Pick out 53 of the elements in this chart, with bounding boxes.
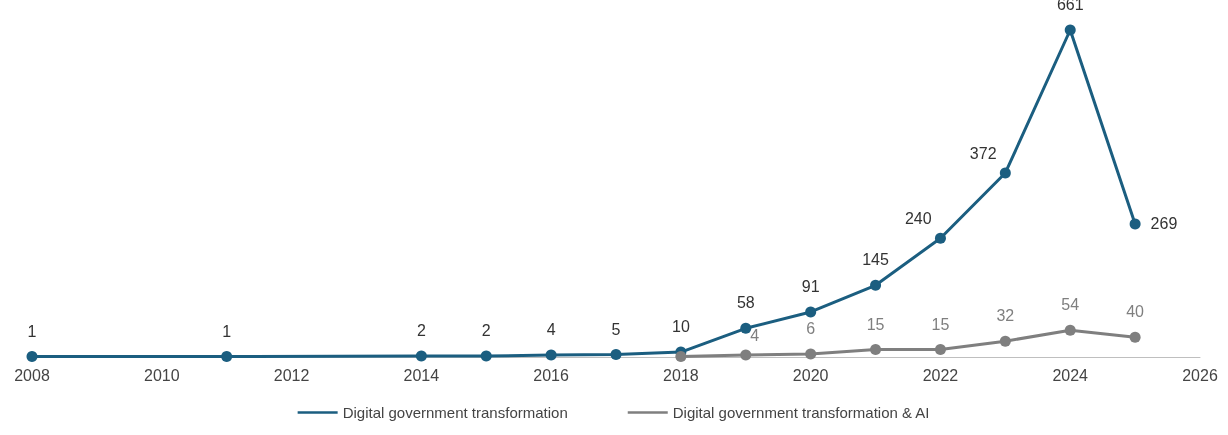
point [26, 351, 38, 362]
data-label: 40 [1126, 303, 1145, 321]
data-label: 1 [222, 322, 232, 340]
x-tick-label: 2018 [663, 366, 699, 384]
point [1129, 331, 1141, 343]
data-label: 58 [736, 294, 755, 312]
point [610, 349, 622, 361]
x-tick-label: 2008 [14, 366, 50, 384]
data-label: 240 [904, 210, 932, 228]
data-label: 15 [866, 315, 885, 333]
point [805, 306, 817, 318]
data-label: 145 [862, 251, 889, 269]
point [221, 351, 233, 362]
point [415, 350, 427, 362]
x-tick-label: 2022 [922, 366, 959, 384]
point [740, 349, 752, 361]
point [999, 167, 1011, 179]
data-label: 1 [27, 322, 37, 340]
legend-label: Digital government transformation [342, 404, 568, 421]
x-tick-label: 2024 [1052, 366, 1089, 384]
data-label: 6 [806, 320, 816, 338]
x-tick-label: 2026 [1182, 366, 1218, 384]
x-tick-label: 2020 [792, 366, 829, 384]
x-tick-label: 2016 [533, 366, 570, 384]
legend-label: Digital government transformation & AI [672, 404, 930, 421]
data-label: 91 [801, 277, 820, 295]
x-tick-label: 2014 [403, 366, 440, 384]
data-label: 372 [969, 144, 997, 162]
point [740, 322, 752, 334]
point [870, 344, 882, 356]
point [1064, 324, 1076, 336]
point [870, 279, 882, 291]
data-label: 10 [671, 318, 690, 336]
data-label: 4 [546, 321, 556, 339]
point [675, 351, 687, 362]
data-label: 15 [931, 315, 950, 333]
point [934, 344, 946, 356]
x-tick-label: 2010 [143, 366, 180, 384]
point [1064, 24, 1076, 36]
point [1129, 218, 1141, 230]
data-label: 2 [481, 322, 491, 340]
data-label: 32 [996, 307, 1015, 325]
data-label: 2 [416, 322, 426, 340]
data-label: 269 [1150, 215, 1178, 233]
point [480, 350, 492, 362]
data-label: 5 [611, 320, 621, 338]
data-label: 54 [1061, 296, 1080, 314]
x-tick-label: 2012 [273, 366, 310, 384]
point [934, 232, 946, 244]
point [999, 335, 1011, 347]
data-label: 4 [750, 327, 760, 345]
point [805, 348, 817, 360]
point [545, 349, 557, 361]
